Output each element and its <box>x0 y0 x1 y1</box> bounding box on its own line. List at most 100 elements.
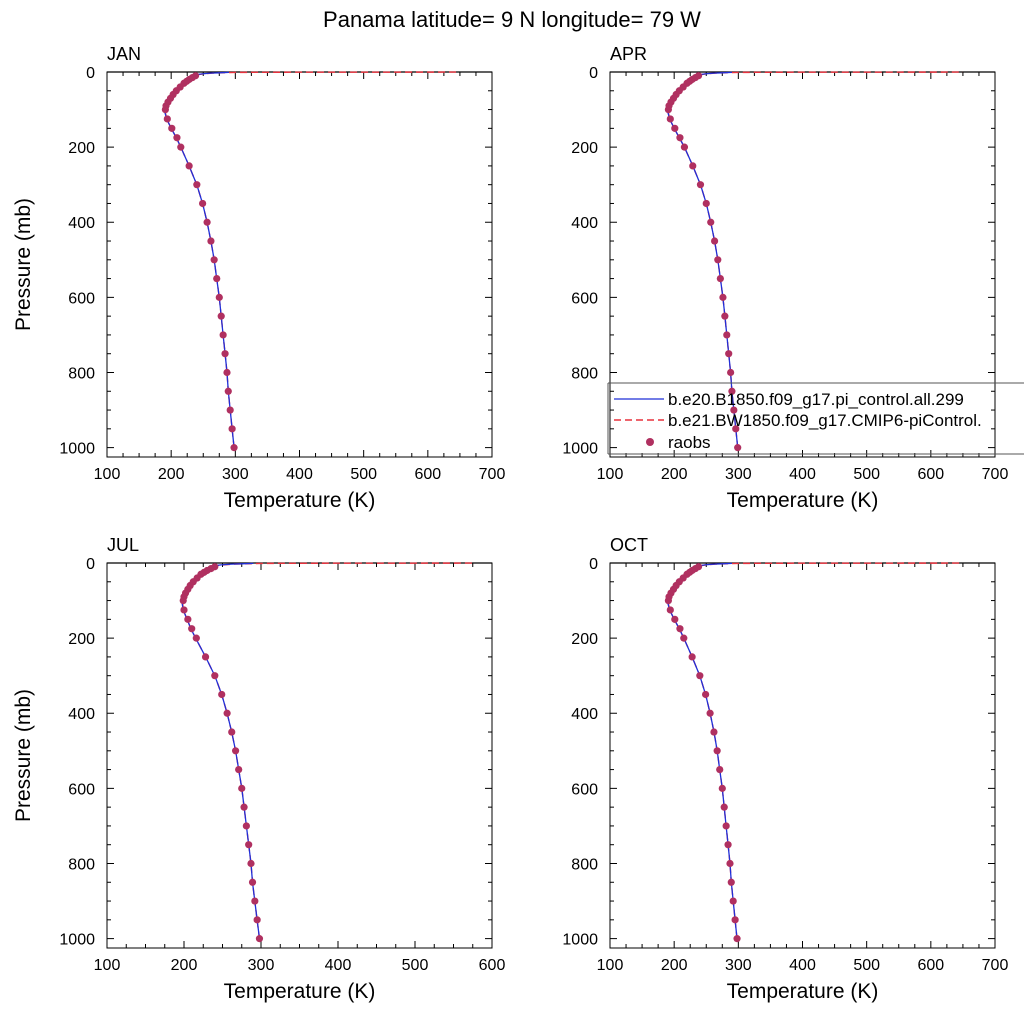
raobs-point <box>696 181 705 189</box>
raobs-point <box>734 444 742 452</box>
y-tick-label: 800 <box>571 365 598 382</box>
y-tick-label: 800 <box>68 365 95 382</box>
raobs-point <box>731 916 739 924</box>
raobs-point <box>184 615 192 623</box>
x-tick-label: 300 <box>725 957 752 974</box>
x-tick-label: 200 <box>158 466 185 483</box>
raobs-point <box>223 709 231 717</box>
panel-title-apr: APR <box>610 44 647 64</box>
raobs-point <box>680 143 689 151</box>
legend-label: b.e21.BW1850.f09_g17.CMIP6-piControl. <box>668 411 982 430</box>
plot-frame-jan <box>106 71 493 458</box>
x-tick-label: 400 <box>789 957 816 974</box>
raobs-point <box>723 331 731 339</box>
y-tick-label: 200 <box>571 140 598 157</box>
plot-frame-oct <box>609 562 996 949</box>
y-tick-label: 800 <box>68 856 95 873</box>
y-tick-label: 1000 <box>562 441 598 458</box>
series-line-cmip6-jan <box>164 71 460 448</box>
raobs-point <box>231 747 240 755</box>
x-tick-label: 100 <box>597 466 624 483</box>
raobs-point <box>689 162 697 170</box>
raobs-point <box>710 237 719 245</box>
raobs-point <box>180 606 188 614</box>
x-tick-label: 400 <box>286 466 313 483</box>
raobs-point <box>713 747 721 755</box>
raobs-point <box>226 406 234 414</box>
x-axis-label-jan: Temperature (K) <box>224 489 376 512</box>
y-tick-label: 0 <box>589 65 598 82</box>
y-tick-label: 600 <box>571 290 598 307</box>
x-tick-label: 700 <box>982 957 1009 974</box>
raobs-point <box>727 368 735 377</box>
raobs-point <box>722 822 730 830</box>
x-tick-label: 300 <box>725 466 752 483</box>
y-tick-label: 1000 <box>59 932 95 949</box>
raobs-point <box>671 615 679 623</box>
y-tick-label: 200 <box>571 631 598 648</box>
raobs-point <box>163 115 171 123</box>
raobs-point <box>192 634 200 642</box>
y-tick-label: 600 <box>68 781 95 798</box>
raobs-point <box>666 606 674 614</box>
y-tick-label: 400 <box>68 215 95 232</box>
raobs-point <box>716 765 724 774</box>
y-tick-label: 400 <box>68 706 95 723</box>
raobs-point <box>719 293 727 301</box>
raobs-point <box>173 134 181 142</box>
x-axis-label-jul: Temperature (K) <box>224 980 376 1003</box>
raobs-point <box>730 406 738 414</box>
raobs-point <box>219 331 227 339</box>
raobs-point <box>725 350 733 358</box>
raobs-point <box>193 181 201 189</box>
raobs-point <box>215 293 223 301</box>
x-tick-label: 500 <box>350 466 377 483</box>
x-tick-label: 100 <box>94 957 121 974</box>
panel-jul: JUL 100 200 300 400 500 600 0 200 400 600 800 1000 Te… <box>12 535 505 1003</box>
raobs-point <box>242 822 250 830</box>
x-tick-label: 600 <box>414 466 441 483</box>
raobs-point <box>203 218 211 226</box>
raobs-point <box>676 625 684 633</box>
raobs-point <box>714 256 722 264</box>
raobs-point <box>726 859 734 868</box>
raobs-point <box>230 444 238 452</box>
panel-title-jul: JUL <box>107 535 139 555</box>
y-axis-label-jul: Pressure (mb) <box>12 689 35 822</box>
y-tick-label: 0 <box>86 556 95 573</box>
raobs-point <box>188 625 196 633</box>
panel-title-jan: JAN <box>107 44 141 64</box>
raobs-point <box>224 387 232 395</box>
x-tick-label: 400 <box>325 957 352 974</box>
x-tick-label: 500 <box>853 957 880 974</box>
x-tick-label: 600 <box>479 957 506 974</box>
x-axis-label-oct: Temperature (K) <box>727 980 879 1003</box>
raobs-point <box>251 897 259 905</box>
x-axis-label-apr: Temperature (K) <box>727 489 879 512</box>
raobs-point <box>694 563 703 571</box>
panels-group: JAN 100 200 300 400 500 600 700 0 200 400 600 800 100… <box>12 44 1008 1003</box>
raobs-point <box>727 878 735 886</box>
raobs-point <box>707 218 715 226</box>
raobs-point <box>221 350 229 358</box>
raobs-point <box>666 115 674 123</box>
raobs-point <box>238 784 246 792</box>
legend-swatch-marker <box>646 438 654 446</box>
raobs-point <box>177 143 185 151</box>
x-tick-label: 300 <box>222 466 249 483</box>
raobs-point <box>721 312 729 320</box>
raobs-point <box>702 690 710 699</box>
raobs-point <box>694 72 703 80</box>
y-tick-label: 400 <box>571 706 598 723</box>
raobs-point <box>218 690 226 699</box>
raobs-point <box>728 387 736 395</box>
y-tick-label: 1000 <box>562 932 598 949</box>
raobs-point <box>706 709 714 717</box>
panel-oct: OCT 100 200 300 400 500 600 700 0 200 400 600 800 100… <box>562 535 1008 1003</box>
raobs-point <box>211 563 219 571</box>
y-tick-label: 200 <box>68 140 95 157</box>
raobs-point <box>676 134 684 142</box>
raobs-point <box>207 237 215 245</box>
y-tick-label: 800 <box>571 856 598 873</box>
